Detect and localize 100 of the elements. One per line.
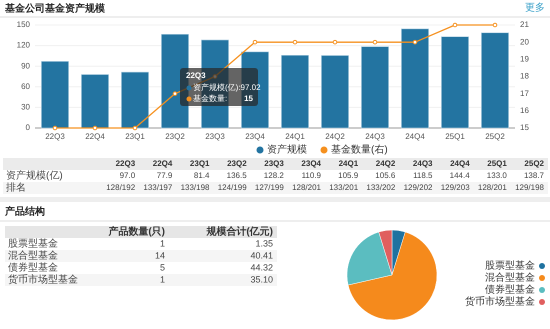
point: [492, 22, 498, 28]
text: 133.0: [486, 171, 508, 180]
text: 129/203: [440, 183, 470, 192]
legend-label: 基金数量(右): [331, 144, 388, 156]
legend-label: 混合型基金: [485, 272, 535, 284]
text: 1.35: [255, 238, 273, 248]
text: 129/198: [515, 183, 545, 192]
x-tick-label: 25Q2: [485, 132, 506, 142]
point: [172, 91, 178, 96]
point: [292, 40, 298, 44]
point: [252, 40, 258, 44]
bar: [81, 74, 109, 128]
text: 133/202: [366, 183, 396, 192]
bar: [121, 72, 149, 128]
text: 105.9: [338, 171, 359, 180]
annotation: 基金数量:: [193, 94, 228, 104]
text: 105.6: [375, 171, 396, 180]
legend-label: 股票型基金: [485, 260, 535, 272]
text: 资产规模(亿): [6, 170, 63, 182]
text: 产品结构: [4, 206, 45, 218]
point: [52, 126, 58, 130]
text: 118.5: [413, 171, 434, 180]
x-tick-label: 23Q3: [205, 132, 226, 142]
legend-label: 债券型基金: [485, 284, 535, 296]
y-tick-label: 120: [16, 40, 31, 50]
bar: [441, 36, 469, 128]
text: 133/198: [180, 183, 210, 192]
x-tick-label: 24Q2: [325, 132, 346, 142]
text: 混合型基金: [8, 250, 58, 262]
text: 127/199: [254, 183, 284, 192]
text: 124/199: [218, 183, 248, 192]
x-tick-label: 23Q1: [125, 132, 146, 142]
category-label: 产品数量(只): [107, 226, 165, 238]
category-label: 24Q4: [450, 159, 470, 168]
category-label: 25Q2: [524, 159, 545, 168]
category-label: 24Q2: [376, 159, 396, 168]
text: 97.0: [120, 171, 136, 180]
y2-tick-label: 20: [520, 37, 530, 46]
y2-tick-label: 17: [520, 88, 530, 98]
category-label: 22Q4: [152, 159, 173, 168]
annotation: 22Q3: [186, 71, 206, 80]
y-tick-label: 60: [21, 82, 31, 91]
text: 128/192: [106, 183, 136, 192]
y-tick-label: 150: [16, 20, 31, 30]
pie-slice: [348, 232, 438, 320]
y2-tick-label: 21: [520, 20, 530, 30]
text: 40.41: [250, 250, 273, 260]
x-tick-label: 23Q2: [165, 132, 186, 142]
series-label: 资产规模: [267, 144, 307, 156]
point: [372, 40, 378, 44]
text: 排名: [6, 182, 26, 194]
text: 1: [160, 238, 165, 248]
text: 136.5: [226, 171, 248, 180]
text: 133/197: [143, 183, 173, 192]
category-label: 23Q1: [190, 159, 210, 168]
y2-tick-label: 18: [520, 72, 530, 81]
x-tick-label: 22Q4: [85, 132, 106, 142]
y2-tick-label: 15: [520, 123, 530, 132]
category-label: 23Q2: [227, 159, 248, 168]
point: [92, 126, 98, 130]
annotation: 15: [244, 94, 254, 104]
category-label: 23Q4: [301, 159, 322, 168]
category-label: 24Q1: [338, 159, 359, 168]
text: 110.9: [302, 171, 322, 180]
category-label: 规模合计(亿元): [205, 226, 273, 238]
bar: [481, 32, 509, 128]
text: 债券型基金: [8, 262, 58, 274]
x-tick-label: 24Q3: [365, 132, 386, 142]
text: 更多: [525, 2, 545, 14]
text: 77.9: [156, 171, 173, 180]
text: 128/201: [292, 183, 322, 192]
x-tick-label: 24Q1: [285, 132, 306, 142]
bar: [401, 28, 429, 128]
point: [412, 40, 418, 44]
point: [132, 126, 138, 130]
text: 128.2: [264, 171, 284, 180]
y2-tick-label: 19: [520, 54, 530, 64]
text: 81.4: [194, 171, 210, 180]
x-tick-label: 25Q1: [445, 132, 466, 142]
text: 货币市场型基金: [8, 274, 78, 286]
category-label: 22Q3: [116, 159, 136, 168]
category-label: 25Q1: [487, 159, 508, 168]
text: 44.32: [250, 262, 273, 272]
x-tick-label: 24Q4: [405, 132, 426, 142]
text: 129/202: [404, 183, 434, 192]
point: [332, 40, 338, 44]
bar: [281, 54, 309, 128]
y-tick-label: 30: [21, 102, 31, 112]
x-tick-label: 23Q4: [245, 132, 266, 142]
annotation: 资产规模(亿):97.02: [193, 83, 262, 92]
text: 1: [160, 274, 165, 284]
x-tick-label: 22Q3: [45, 132, 66, 142]
bar: [41, 61, 69, 128]
text: 股票型基金: [8, 238, 58, 250]
chart-title: 基金公司基金资产规模: [4, 2, 106, 15]
text: 128/201: [478, 183, 508, 192]
y-tick-label: 0: [26, 123, 31, 132]
text: 35.10: [250, 274, 273, 284]
y-tick-label: 90: [21, 61, 31, 70]
text: 133/201: [329, 183, 359, 192]
